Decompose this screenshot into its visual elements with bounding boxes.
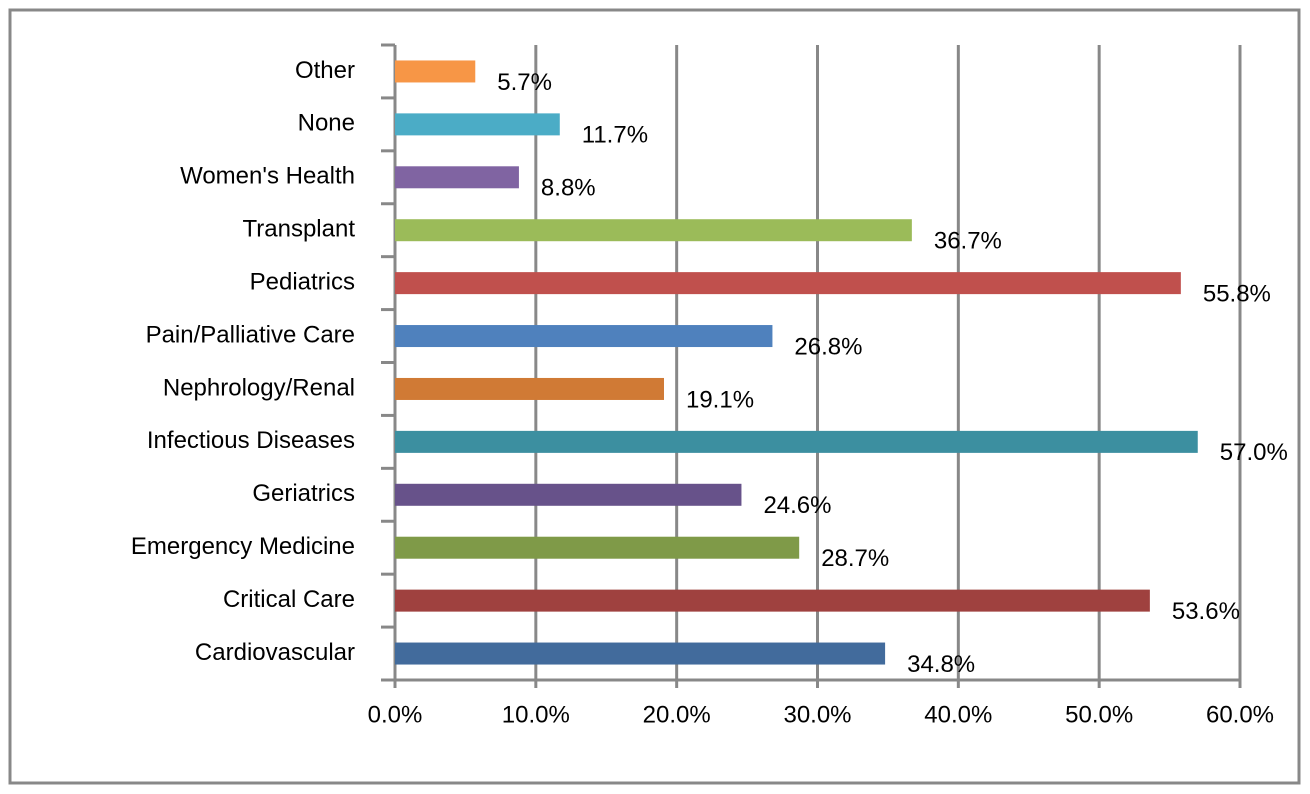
bar (395, 642, 886, 665)
y-tick-label: Geriatrics (252, 480, 355, 507)
x-tick-label: 20.0% (643, 701, 711, 728)
bar (395, 272, 1181, 295)
bar (395, 377, 664, 400)
value-label: 34.8% (907, 651, 975, 678)
y-tick-label: Pediatrics (250, 268, 355, 295)
y-tick-label: Emergency Medicine (131, 533, 355, 560)
value-label: 57.0% (1220, 439, 1288, 466)
bar (395, 166, 519, 189)
value-label: 19.1% (686, 386, 754, 413)
y-tick-label: Cardiovascular (195, 639, 355, 666)
x-tick-label: 50.0% (1065, 701, 1133, 728)
x-tick-label: 0.0% (368, 701, 423, 728)
bar (395, 536, 800, 559)
bar (395, 589, 1150, 612)
y-tick-label: Transplant (243, 216, 356, 243)
y-tick-label: None (298, 110, 355, 137)
bar (395, 325, 773, 348)
bar (395, 483, 742, 506)
y-tick-label: Nephrology/Renal (163, 374, 355, 401)
value-label: 5.7% (497, 69, 552, 96)
y-tick-label: Pain/Palliative Care (146, 321, 355, 348)
y-tick-label: Other (295, 57, 355, 84)
value-label: 36.7% (934, 228, 1002, 255)
value-label: 24.6% (763, 492, 831, 519)
value-label: 55.8% (1203, 280, 1271, 307)
y-tick-label: Critical Care (223, 586, 355, 613)
value-label: 26.8% (794, 333, 862, 360)
y-tick-label: Women's Health (180, 163, 355, 190)
bar (395, 219, 912, 242)
value-label: 28.7% (821, 545, 889, 572)
value-label: 8.8% (541, 175, 596, 202)
x-tick-label: 40.0% (924, 701, 992, 728)
x-tick-label: 30.0% (783, 701, 851, 728)
bar (395, 60, 476, 83)
value-label: 11.7% (582, 122, 648, 149)
x-tick-label: 10.0% (502, 701, 570, 728)
bar (395, 430, 1198, 453)
x-tick-label: 60.0% (1206, 701, 1274, 728)
y-tick-label: Infectious Diseases (147, 427, 355, 454)
bar (395, 113, 560, 136)
value-label: 53.6% (1172, 598, 1240, 625)
